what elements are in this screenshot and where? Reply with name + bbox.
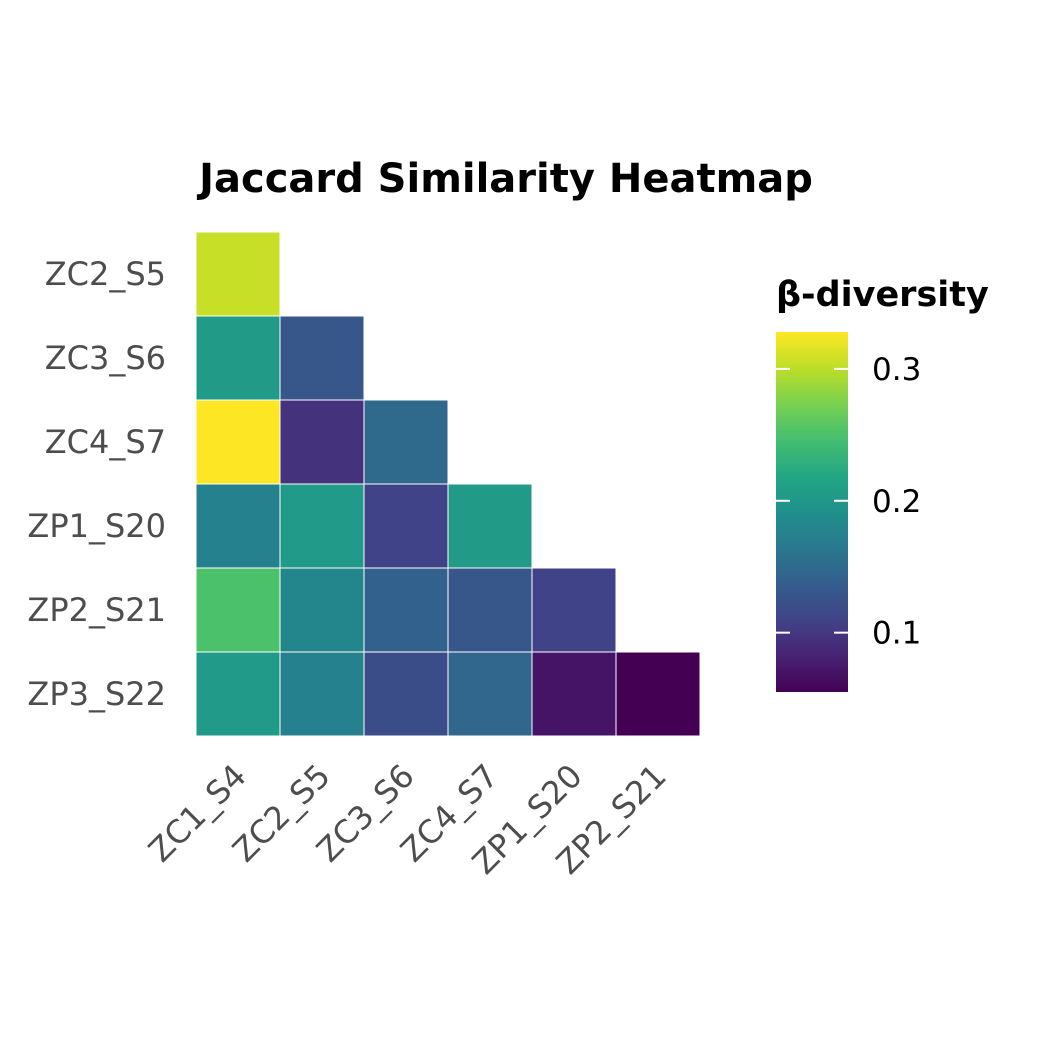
heatmap-cell-ZC3_S6-ZP3_S22 xyxy=(363,651,449,737)
heatmap-cell-ZC2_S5-ZP1_S20 xyxy=(279,483,365,569)
heatmap-cell-ZC3_S6-ZP2_S21 xyxy=(363,567,449,653)
heatmap-cell-ZP1_S20-ZP3_S22 xyxy=(531,651,617,737)
heatmap-cell-ZC1_S4-ZC3_S6 xyxy=(195,315,281,401)
legend-colorbar xyxy=(776,332,848,692)
heatmap-cell-ZP1_S20-ZP2_S21 xyxy=(531,567,617,653)
y-tick-label-ZP2_S21: ZP2_S21 xyxy=(27,591,166,629)
heatmap-cell-ZC1_S4-ZP3_S22 xyxy=(195,651,281,737)
heatmap-cell-ZC2_S5-ZC3_S6 xyxy=(279,315,365,401)
heatmap-cell-ZC2_S5-ZP3_S22 xyxy=(279,651,365,737)
heatmap-cells xyxy=(195,231,701,737)
y-tick-label-ZP1_S20: ZP1_S20 xyxy=(27,507,166,545)
heatmap-cell-ZC1_S4-ZC4_S7 xyxy=(195,399,281,485)
y-tick-label-ZC4_S7: ZC4_S7 xyxy=(45,423,166,461)
heatmap-cell-ZC1_S4-ZP2_S21 xyxy=(195,567,281,653)
chart-title: Jaccard Similarity Heatmap xyxy=(196,156,813,202)
legend-ticks: 0.1 0.2 0.3 xyxy=(776,352,921,652)
y-tick-label-ZC2_S5: ZC2_S5 xyxy=(45,255,166,293)
heatmap-cell-ZC4_S7-ZP3_S22 xyxy=(447,651,533,737)
color-legend: β-diversity 0.1 0.2 0.3 xyxy=(776,275,989,692)
y-axis: ZC2_S5 ZC3_S6 ZC4_S7 ZP1_S20 ZP2_S21 ZP3_S22 xyxy=(27,255,166,713)
y-tick-label-ZC3_S6: ZC3_S6 xyxy=(45,339,166,377)
heatmap-cell-ZC1_S4-ZP1_S20 xyxy=(195,483,281,569)
legend-tick-label-0: 0.1 xyxy=(872,616,921,652)
heatmap-cell-ZC4_S7-ZP1_S20 xyxy=(447,483,533,569)
y-tick-label-ZP3_S22: ZP3_S22 xyxy=(27,675,166,713)
heatmap-cell-ZC2_S5-ZP2_S21 xyxy=(279,567,365,653)
heatmap-cell-ZC1_S4-ZC2_S5 xyxy=(195,231,281,317)
legend-tick-label-2: 0.3 xyxy=(872,352,921,388)
legend-tick-label-1: 0.2 xyxy=(872,484,921,520)
heatmap-cell-ZC3_S6-ZC4_S7 xyxy=(363,399,449,485)
heatmap-cell-ZC4_S7-ZP2_S21 xyxy=(447,567,533,653)
heatmap-cell-ZC3_S6-ZP1_S20 xyxy=(363,483,449,569)
legend-title: β-diversity xyxy=(776,275,989,315)
heatmap-cell-ZC2_S5-ZC4_S7 xyxy=(279,399,365,485)
heatmap-cell-ZP2_S21-ZP3_S22 xyxy=(615,651,701,737)
